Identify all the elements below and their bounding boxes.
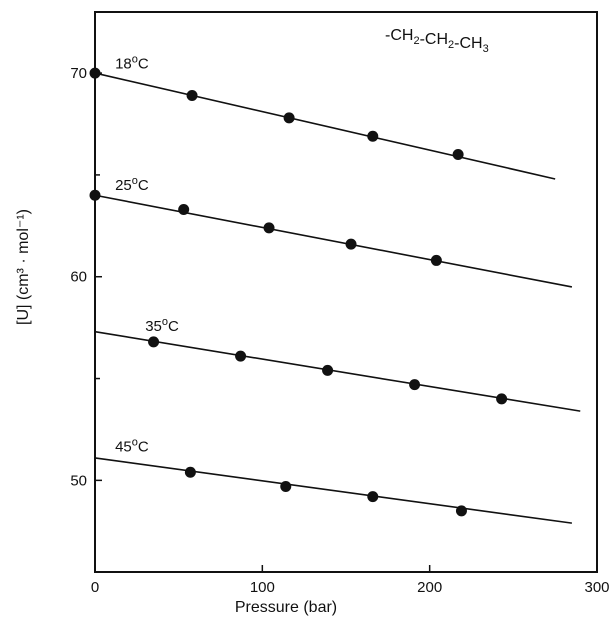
fit-line <box>94 457 573 524</box>
y-tick-label: 50 <box>70 472 87 489</box>
fit-lines <box>94 72 581 524</box>
y-tick-label: 70 <box>70 65 87 82</box>
data-point <box>455 505 467 517</box>
data-points <box>89 67 508 517</box>
data-point <box>430 254 442 266</box>
fit-line <box>94 194 573 288</box>
data-point <box>367 130 379 142</box>
series-label: 25oC <box>115 175 149 194</box>
fit-line <box>94 330 581 412</box>
data-point <box>280 480 292 492</box>
data-point <box>235 350 247 362</box>
data-point <box>263 222 275 234</box>
data-point <box>148 336 160 348</box>
data-point <box>345 238 357 250</box>
data-point <box>367 491 379 503</box>
series-label: 35oC <box>145 316 179 335</box>
data-point <box>496 393 508 405</box>
data-point <box>178 204 190 216</box>
series-label: 45oC <box>115 437 149 456</box>
y-tick-label: 60 <box>70 269 87 286</box>
fit-line <box>94 72 556 180</box>
plot-frame <box>94 11 598 573</box>
data-point <box>184 466 196 478</box>
data-point <box>283 112 295 124</box>
x-tick-label: 300 <box>584 579 609 596</box>
series-label: 18oC <box>115 54 149 73</box>
data-point <box>452 149 464 161</box>
data-point <box>186 89 198 101</box>
x-tick-label: 200 <box>417 579 442 596</box>
molecule-annotation: -CH2-CH2-CH3 <box>385 27 489 55</box>
tick-group: 0 100 200 300 50 60 70 <box>70 65 609 596</box>
y-axis-title: [U] (cm³ · mol⁻¹) <box>15 209 32 325</box>
x-axis-title: Pressure (bar) <box>235 599 337 616</box>
data-point <box>409 379 421 391</box>
series-labels: 18oC 25oC 35oC 45oC <box>115 54 179 456</box>
x-tick-label: 0 <box>91 579 99 596</box>
data-point <box>322 364 334 376</box>
data-point <box>89 189 101 201</box>
x-tick-label: 100 <box>250 579 275 596</box>
data-point <box>89 67 101 79</box>
